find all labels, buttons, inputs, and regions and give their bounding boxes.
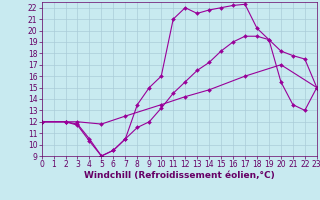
X-axis label: Windchill (Refroidissement éolien,°C): Windchill (Refroidissement éolien,°C): [84, 171, 275, 180]
